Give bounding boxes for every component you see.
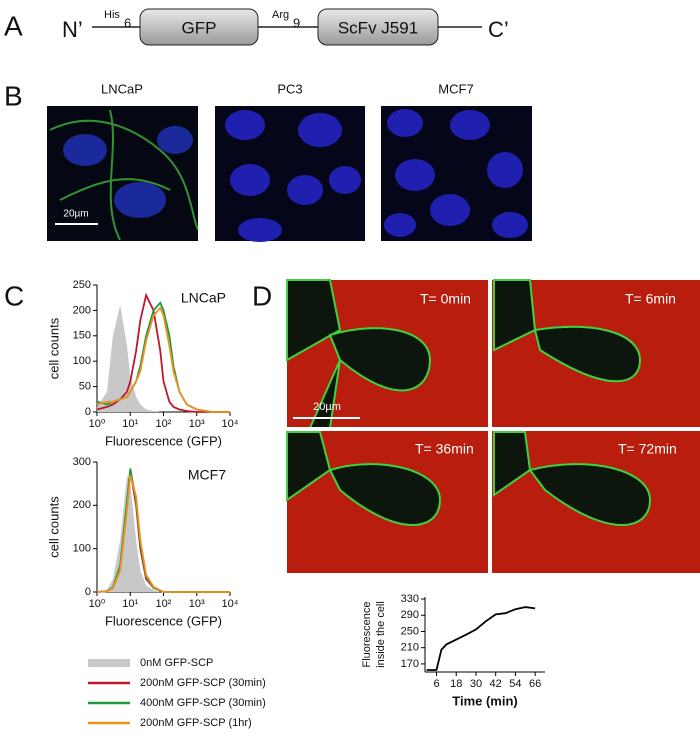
cell-label: MCF7 [438, 81, 473, 96]
time-label: T= 72min [618, 441, 677, 457]
x-tick-label: 10² [156, 418, 172, 430]
x-axis-label: Time (min) [452, 693, 518, 708]
y-tick-label: 210 [401, 642, 419, 654]
panel-letter: C [4, 280, 24, 311]
legend-label: 400nM GFP-SCP (30min) [140, 697, 266, 709]
x-tick-label: 6 [433, 678, 439, 690]
legend-label: 200nM GFP-SCP (1hr) [140, 717, 252, 729]
scale-label: 20µm [63, 209, 88, 220]
y-tick-label: 250 [73, 279, 91, 291]
y-tick-label: 100 [73, 355, 91, 367]
n-term: N’ [62, 17, 83, 42]
panel-letter: A [4, 10, 23, 41]
x-axis-label: Fluorescence (GFP) [105, 433, 222, 448]
x-tick-label: 54 [509, 678, 521, 690]
x-tick-label: 10⁴ [222, 598, 239, 610]
legend-label: 200nM GFP-SCP (30min) [140, 677, 266, 689]
legend-swatch [88, 659, 130, 667]
cell-label: LNCaP [101, 81, 143, 96]
y-axis-label: Fluorescence [361, 601, 373, 667]
tag-sub: 9 [293, 15, 300, 30]
x-tick-label: 18 [450, 678, 462, 690]
time-label: T= 36min [415, 441, 474, 457]
chart-title: LNCaP [181, 290, 226, 306]
x-tick-label: 10⁴ [222, 418, 239, 430]
tag-label: His [104, 9, 120, 21]
y-tick-label: 290 [401, 609, 419, 621]
y-tick-label: 150 [73, 330, 91, 342]
y-tick-label: 170 [401, 658, 419, 670]
x-tick-label: 42 [490, 678, 502, 690]
line [96, 468, 230, 593]
line [96, 474, 230, 593]
y-tick-label: 250 [401, 625, 419, 637]
chart-title: MCF7 [188, 467, 226, 483]
scale-label: 20µm [313, 401, 341, 413]
y-axis-label: inside the cell [375, 601, 387, 668]
area [97, 475, 230, 592]
area [97, 305, 230, 412]
line [96, 306, 230, 413]
cell-label: PC3 [277, 81, 302, 96]
y-axis-label: cell counts [46, 496, 61, 558]
x-tick-label: 30 [470, 678, 482, 690]
y-tick-label: 330 [401, 593, 419, 605]
micrograph [47, 106, 199, 241]
panel-letter: B [4, 80, 23, 111]
y-tick-label: 50 [79, 381, 91, 393]
y-tick-label: 0 [85, 406, 91, 418]
x-axis-label: Fluorescence (GFP) [105, 613, 222, 628]
micrograph [381, 106, 532, 241]
tag-sub: 6 [124, 15, 131, 30]
y-tick-label: 300 [73, 456, 91, 468]
y-tick-label: 200 [73, 499, 91, 511]
y-tick-label: 100 [73, 543, 91, 555]
x-tick-label: 10⁰ [89, 598, 106, 610]
box-label: ScFv J591 [338, 18, 418, 37]
x-tick-label: 10¹ [122, 418, 138, 430]
c-term: C’ [488, 17, 509, 42]
tag-label: Arg [272, 9, 289, 21]
time-label: T= 0min [420, 291, 471, 307]
time-label: T= 6min [625, 291, 676, 307]
scfv-box [317, 8, 439, 46]
legend-label: 0nM GFP-SCP [140, 657, 213, 669]
line [426, 606, 536, 671]
y-tick-label: 200 [73, 304, 91, 316]
micrograph [215, 106, 365, 242]
y-tick-label: 0 [85, 586, 91, 598]
x-tick-label: 66 [529, 678, 541, 690]
gfp-box [139, 8, 259, 46]
x-tick-label: 10⁰ [89, 418, 106, 430]
timelapse-images [286, 279, 700, 573]
y-axis-label: cell counts [46, 317, 61, 379]
x-tick-label: 10³ [189, 418, 205, 430]
box-label: GFP [182, 18, 217, 37]
x-tick-label: 10¹ [122, 598, 138, 610]
x-tick-label: 10² [156, 598, 172, 610]
panel-letter: D [252, 280, 272, 311]
x-tick-label: 10³ [189, 598, 205, 610]
